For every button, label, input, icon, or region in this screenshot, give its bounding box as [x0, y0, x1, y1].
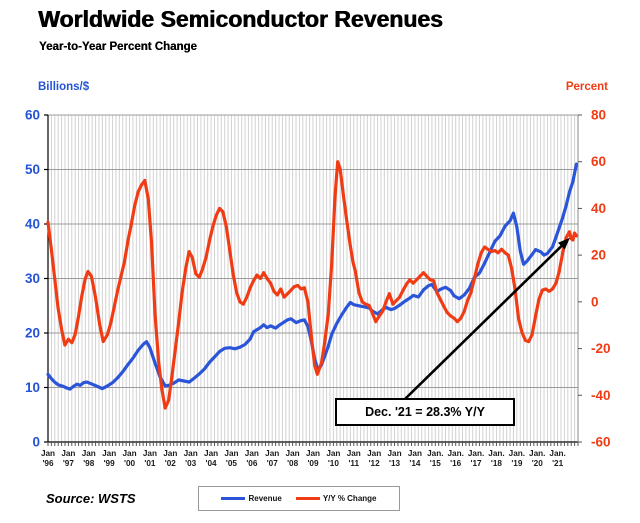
right-axis-title: Percent: [565, 81, 608, 93]
x-tick-year-label: '08: [287, 459, 299, 468]
y-left-tick-label: 30: [25, 271, 40, 286]
x-tick-year-label: '11: [348, 459, 359, 468]
x-tick-month-label: Jan: [143, 449, 157, 458]
x-tick-year-label: '10: [328, 459, 340, 468]
y-left-tick-label: 10: [25, 380, 40, 395]
grid-horizontal-lines: [48, 114, 578, 388]
legend-item-revenue: Revenue: [221, 494, 282, 503]
x-tick-month-label: Jan: [163, 449, 177, 458]
x-tick-month-label: Jan: [245, 449, 259, 458]
x-tick-month-label: Jan.: [529, 449, 545, 458]
x-tick-month-label: Jan.: [549, 449, 565, 458]
x-tick-month-label: Jan: [306, 449, 320, 458]
legend-label-revenue: Revenue: [248, 494, 282, 503]
x-tick-month-label: Jan: [61, 449, 75, 458]
x-tick-month-label: Jan.: [468, 449, 484, 458]
x-tick-year-label: '17: [471, 459, 483, 468]
x-tick-year-label: '96: [42, 459, 54, 468]
x-tick-year-label: '13: [389, 459, 401, 468]
y-left-tick-label: 60: [25, 108, 40, 123]
x-tick-year-label: '20: [532, 459, 544, 468]
y-right-tick-label: 80: [591, 108, 606, 123]
x-tick-year-label: '15: [430, 459, 442, 468]
y-axis-right: 80 60 40 20 0 -20 -40 -60: [578, 108, 611, 450]
y-axis-left: 60 50 40 30 20 10 0: [25, 108, 48, 450]
y-left-tick-label: 20: [25, 326, 40, 341]
x-tick-month-label: Jan: [224, 449, 238, 458]
x-tick-year-label: '97: [63, 459, 75, 468]
x-tick-month-label: Jan: [204, 449, 218, 458]
x-tick-year-label: '02: [165, 459, 177, 468]
x-tick-year-label: '04: [206, 459, 218, 468]
x-tick-month-label: Jan: [265, 449, 279, 458]
x-tick-month-label: Jan.: [447, 449, 463, 458]
x-tick-month-label: Jan: [408, 449, 422, 458]
x-axis-ticks: [47, 442, 579, 446]
page-title: Worldwide Semiconductor Revenues: [38, 6, 443, 32]
x-tick-year-label: '03: [185, 459, 197, 468]
legend-item-yoy: Y/Y % Change: [295, 494, 377, 503]
annotation-arrow: [404, 237, 570, 400]
x-tick-month-label: Jan: [82, 449, 96, 458]
y-right-tick-label: 40: [591, 201, 606, 216]
y-right-tick-label: -60: [591, 435, 611, 450]
x-tick-month-label: Jan: [184, 449, 198, 458]
y-right-tick-label: -40: [591, 388, 611, 403]
x-tick-year-label: '98: [83, 459, 95, 468]
series-line-yoy-change: [46, 160, 579, 410]
x-tick-month-label: Jan: [122, 449, 136, 458]
chart-legend: Revenue Y/Y % Change: [198, 486, 400, 511]
x-tick-month-label: Jan: [347, 449, 361, 458]
source-credit: Source: WSTS: [46, 491, 136, 506]
y-left-tick-label: 0: [32, 435, 40, 450]
x-tick-month-label: Jan: [326, 449, 340, 458]
left-axis-title: Billions/$: [38, 81, 90, 93]
x-tick-month-label: Jan: [387, 449, 401, 458]
x-tick-year-label: '05: [226, 459, 238, 468]
y-right-tick-label: 0: [591, 294, 599, 309]
x-tick-year-label: '09: [307, 459, 319, 468]
x-tick-month-label: Jan: [286, 449, 300, 458]
x-tick-year-label: '07: [267, 459, 279, 468]
revenue-line-swatch: [221, 497, 246, 500]
annotation-text: Dec. '21 = 28.3% Y/Y: [365, 405, 485, 419]
y-right-tick-label: 20: [591, 248, 606, 263]
x-tick-month-label: Jan.: [509, 449, 525, 458]
yoy-line-swatch: [295, 497, 320, 500]
x-axis-labels: Jan'96Jan'97Jan'98Jan'99Jan'00Jan'01Jan'…: [41, 449, 566, 468]
x-tick-year-label: '21: [552, 459, 564, 468]
x-tick-year-label: '01: [144, 459, 156, 468]
x-tick-month-label: Jan: [41, 449, 55, 458]
legend-label-yoy: Y/Y % Change: [322, 494, 377, 503]
y-left-tick-label: 40: [25, 217, 40, 232]
x-tick-year-label: '99: [104, 459, 116, 468]
x-tick-year-label: '00: [124, 459, 136, 468]
x-tick-year-label: '06: [246, 459, 258, 468]
x-tick-year-label: '18: [491, 459, 503, 468]
x-tick-year-label: '14: [409, 459, 421, 468]
x-tick-month-label: Jan: [367, 449, 381, 458]
x-tick-year-label: '12: [369, 459, 381, 468]
y-left-tick-label: 50: [25, 162, 40, 177]
annotation-callout: Dec. '21 = 28.3% Y/Y: [335, 398, 515, 426]
x-tick-year-label: '16: [450, 459, 462, 468]
x-tick-month-label: Jan.: [488, 449, 504, 458]
x-tick-month-label: Jan.: [427, 449, 443, 458]
x-tick-month-label: Jan: [102, 449, 116, 458]
x-tick-year-label: '19: [511, 459, 523, 468]
y-right-tick-label: 60: [591, 154, 606, 169]
y-right-tick-label: -20: [591, 341, 611, 356]
chart-subtitle: Year-to-Year Percent Change: [39, 41, 197, 53]
